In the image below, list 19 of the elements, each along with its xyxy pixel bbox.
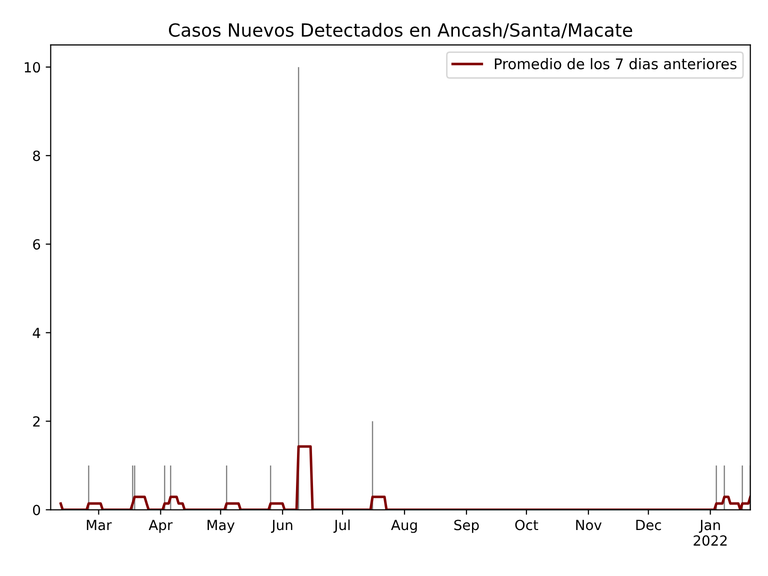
x-tick-label: Apr	[148, 520, 173, 533]
x-tick-label: Aug	[391, 520, 417, 533]
y-tick-label: 0	[33, 504, 40, 516]
x-tick-label: Dec	[636, 520, 661, 530]
chart-title: Casos Nuevos Detectados en Ancash/Santa/Macate	[168, 22, 632, 38]
y-tick-label: 8	[33, 150, 40, 162]
x-tick-label: Nov	[576, 520, 602, 530]
legend-label: Promedio de los 7 dias anteriores	[494, 58, 736, 70]
y-tick-label: 2	[33, 416, 40, 426]
x-tick-label: Jul	[333, 519, 350, 533]
y-tick-label: 4	[32, 328, 40, 338]
x-tick-label: Oct	[515, 520, 538, 530]
x-tick-label: May	[208, 520, 235, 533]
x-tick-label: Jun	[271, 520, 292, 533]
x-tick-label: Mar	[86, 520, 112, 530]
x-tick-label: Jan 2022	[694, 520, 727, 546]
y-tick-label: 6	[33, 239, 40, 250]
x-tick-label: Sep	[454, 520, 479, 533]
y-tick-label: 10	[24, 62, 40, 73]
